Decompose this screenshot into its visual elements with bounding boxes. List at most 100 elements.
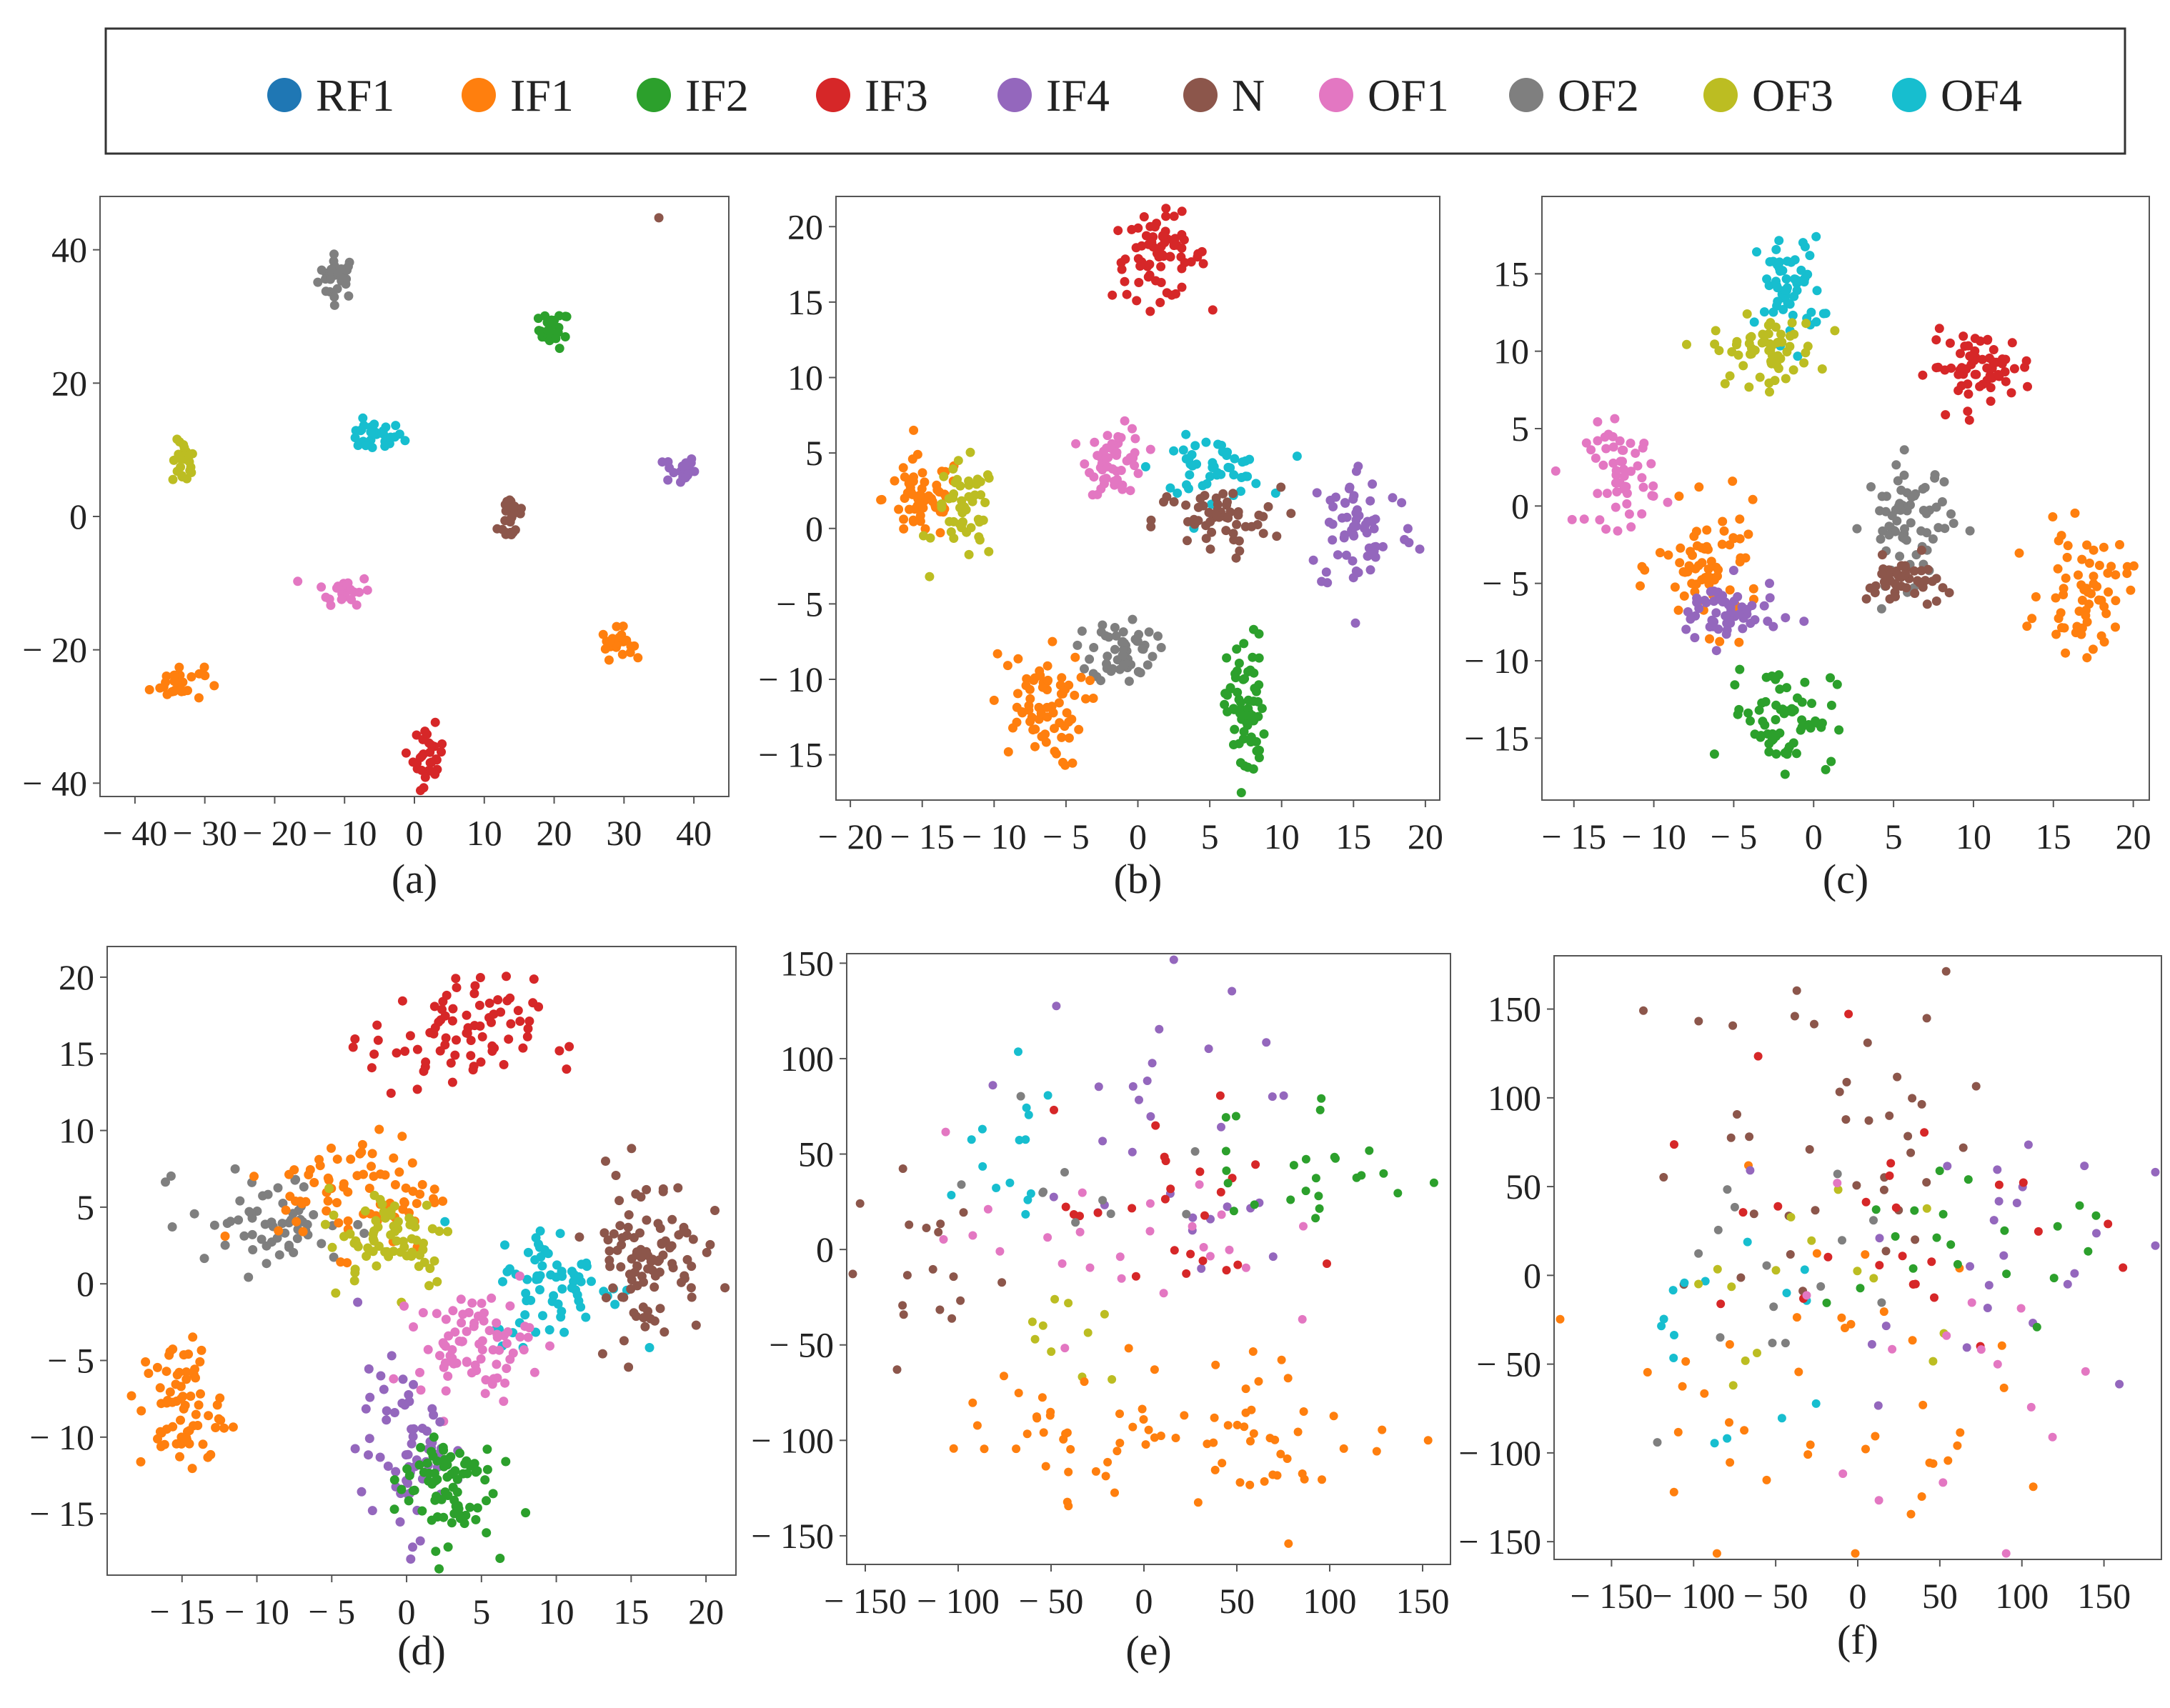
point-n: [612, 1245, 622, 1255]
point-of3: [1720, 379, 1730, 389]
point-of1: [1077, 1188, 1087, 1197]
point-if1: [917, 468, 927, 478]
point-if1: [1725, 1418, 1733, 1427]
point-of1: [1111, 449, 1121, 458]
point-if1: [2051, 629, 2061, 639]
point-of2: [1089, 643, 1099, 652]
point-if1: [1906, 1509, 1916, 1519]
point-if4: [1709, 617, 1719, 626]
point-n: [624, 1362, 634, 1372]
point-if4: [1701, 598, 1711, 608]
point-if1: [291, 1197, 300, 1206]
point-if1: [1725, 1340, 1734, 1349]
x-tick-label: 150: [2077, 1576, 2131, 1616]
point-if4: [1765, 593, 1775, 603]
point-if1: [357, 1139, 367, 1149]
point-if3: [524, 1017, 534, 1026]
point-of1: [1615, 436, 1625, 446]
point-if1: [190, 1364, 199, 1374]
point-n: [619, 1292, 629, 1302]
point-if1: [186, 672, 196, 681]
point-if1: [2089, 545, 2099, 555]
point-if2: [455, 1448, 464, 1458]
point-if4: [1146, 1112, 1155, 1121]
x-tick-label: − 20: [242, 813, 307, 853]
point-if1: [172, 1370, 182, 1380]
point-of2: [329, 292, 339, 302]
point-if3: [1117, 264, 1127, 274]
point-of3: [375, 1194, 385, 1204]
x-tick-label: − 150: [1571, 1576, 1653, 1616]
point-if1: [1249, 1429, 1258, 1438]
point-if1: [429, 1198, 439, 1207]
point-of4: [1292, 451, 1302, 461]
point-of1: [462, 1357, 472, 1367]
point-if4: [2151, 1167, 2160, 1177]
point-if3: [1965, 351, 1975, 361]
point-n: [1193, 516, 1203, 526]
point-of3: [339, 1232, 349, 1242]
point-if3: [1160, 238, 1170, 247]
legend-marker-of2: [1509, 78, 1543, 112]
point-if1: [1029, 675, 1039, 685]
point-if3: [1186, 1249, 1195, 1259]
point-if1: [1997, 1341, 2006, 1350]
point-if1: [1675, 558, 1685, 568]
point-if2: [439, 1445, 449, 1455]
point-if4: [1321, 567, 1331, 577]
point-of4: [1762, 274, 1772, 284]
point-if1: [1022, 1429, 1032, 1439]
point-if1: [1037, 731, 1047, 741]
point-if1: [390, 1180, 400, 1189]
point-of3: [362, 1252, 372, 1261]
point-if2: [562, 311, 572, 321]
point-if3: [470, 981, 480, 991]
point-of4: [535, 1226, 545, 1236]
point-n: [1223, 513, 1233, 523]
legend-marker-of3: [1703, 78, 1738, 112]
x-tick-label: 20: [1408, 816, 1443, 857]
point-of2: [1891, 460, 1901, 470]
point-of1: [1600, 432, 1610, 442]
point-of1: [1586, 445, 1596, 455]
point-of3: [1799, 358, 1809, 368]
point-if1: [1703, 544, 1713, 554]
point-if4: [1368, 479, 1378, 489]
x-tick-label: − 150: [824, 1581, 907, 1621]
point-if2: [472, 1503, 482, 1513]
point-of3: [964, 491, 974, 501]
point-of4: [1780, 285, 1790, 295]
point-of1: [443, 1372, 453, 1381]
plot-frame: [846, 953, 1451, 1565]
point-if1: [182, 1435, 192, 1445]
point-of4: [522, 1274, 532, 1284]
y-tick-label: 40: [51, 230, 87, 270]
point-if4: [1415, 544, 1425, 554]
point-if2: [1254, 653, 1264, 663]
point-of4: [644, 1343, 655, 1352]
point-n: [632, 1281, 642, 1291]
point-of3: [1801, 348, 1811, 358]
point-n: [687, 1292, 697, 1302]
point-of3: [1755, 372, 1765, 382]
point-if2: [1822, 1298, 1831, 1307]
point-if2: [1317, 1094, 1326, 1103]
point-if1: [1014, 1389, 1023, 1397]
point-n: [601, 1293, 611, 1303]
point-n: [1916, 545, 1926, 555]
point-if4: [1400, 534, 1410, 544]
point-n: [1941, 967, 1951, 976]
point-if1: [1953, 1441, 1962, 1450]
point-n: [1694, 1017, 1703, 1026]
point-of2: [1148, 651, 1158, 661]
point-if1: [1110, 1488, 1119, 1497]
point-of3: [1766, 358, 1776, 368]
point-if2: [521, 1508, 531, 1518]
legend-marker-if4: [997, 78, 1032, 112]
point-of2: [288, 1209, 298, 1219]
legend-label-of4: OF4: [1941, 70, 2022, 121]
point-of3: [1801, 319, 1811, 329]
point-if1: [179, 1350, 189, 1360]
point-if3: [425, 758, 435, 768]
point-n: [1218, 489, 1228, 499]
